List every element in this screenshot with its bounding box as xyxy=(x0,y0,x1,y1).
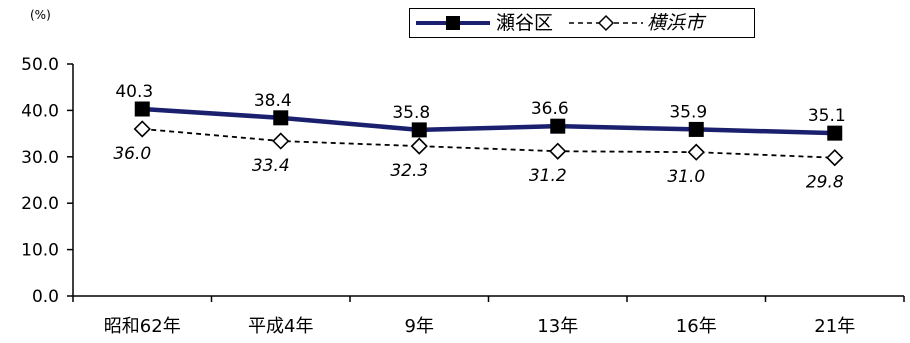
point-yokohama xyxy=(687,143,705,161)
point-seya xyxy=(273,110,289,126)
data-label-yokohama: 31.0 xyxy=(667,167,705,187)
legend-item-seya: 瀬谷区 xyxy=(410,9,553,37)
data-label-seya: 36.6 xyxy=(531,99,569,119)
y-axis-unit-label: (%) xyxy=(30,8,51,22)
data-label-seya: 35.9 xyxy=(669,102,707,122)
data-label-seya: 35.8 xyxy=(392,103,430,123)
point-yokohama xyxy=(410,137,428,155)
point-yokohama xyxy=(133,120,151,138)
y-tick-label: 50.0 xyxy=(21,55,59,75)
x-tick-label: 16年 xyxy=(676,316,717,337)
point-yokohama xyxy=(826,149,844,167)
point-seya xyxy=(827,125,843,141)
data-label-yokohama: 32.3 xyxy=(390,161,428,181)
point-seya xyxy=(550,118,566,134)
series-line-seya xyxy=(142,106,835,136)
y-tick-label: 20.0 xyxy=(21,194,59,214)
point-yokohama xyxy=(272,132,290,150)
series-line-yokohama xyxy=(142,128,835,159)
y-tick-label: 40.0 xyxy=(21,101,59,121)
x-tick-label: 平成4年 xyxy=(248,316,313,337)
chart-legend: 瀬谷区 横浜市 xyxy=(409,8,755,38)
point-yokohama xyxy=(549,142,567,160)
x-tick-label: 21年 xyxy=(814,316,855,337)
x-tick-label: 9年 xyxy=(405,316,434,337)
point-seya xyxy=(688,121,704,137)
point-seya xyxy=(411,122,427,138)
y-tick-label: 30.0 xyxy=(21,148,59,168)
legend-label-seya: 瀬谷区 xyxy=(496,11,554,34)
data-label-yokohama: 31.2 xyxy=(529,166,567,186)
legend-marker-dashed-diamond xyxy=(569,14,644,32)
point-seya xyxy=(134,101,150,117)
x-tick-label: 昭和62年 xyxy=(104,316,181,337)
data-label-seya: 35.1 xyxy=(808,106,846,126)
legend-item-yokohama: 横浜市 xyxy=(567,9,704,37)
data-label-yokohama: 33.4 xyxy=(252,156,290,176)
legend-label-yokohama: 横浜市 xyxy=(647,11,705,34)
y-tick-label: 10.0 xyxy=(21,241,59,261)
data-label-seya: 38.4 xyxy=(254,91,292,111)
x-tick-label: 13年 xyxy=(537,316,578,337)
data-label-yokohama: 36.0 xyxy=(113,144,151,164)
data-label-yokohama: 29.8 xyxy=(806,173,844,193)
y-tick-label: 0.0 xyxy=(32,287,59,307)
data-label-seya: 40.3 xyxy=(115,82,153,102)
legend-marker-solid-square xyxy=(416,16,490,30)
